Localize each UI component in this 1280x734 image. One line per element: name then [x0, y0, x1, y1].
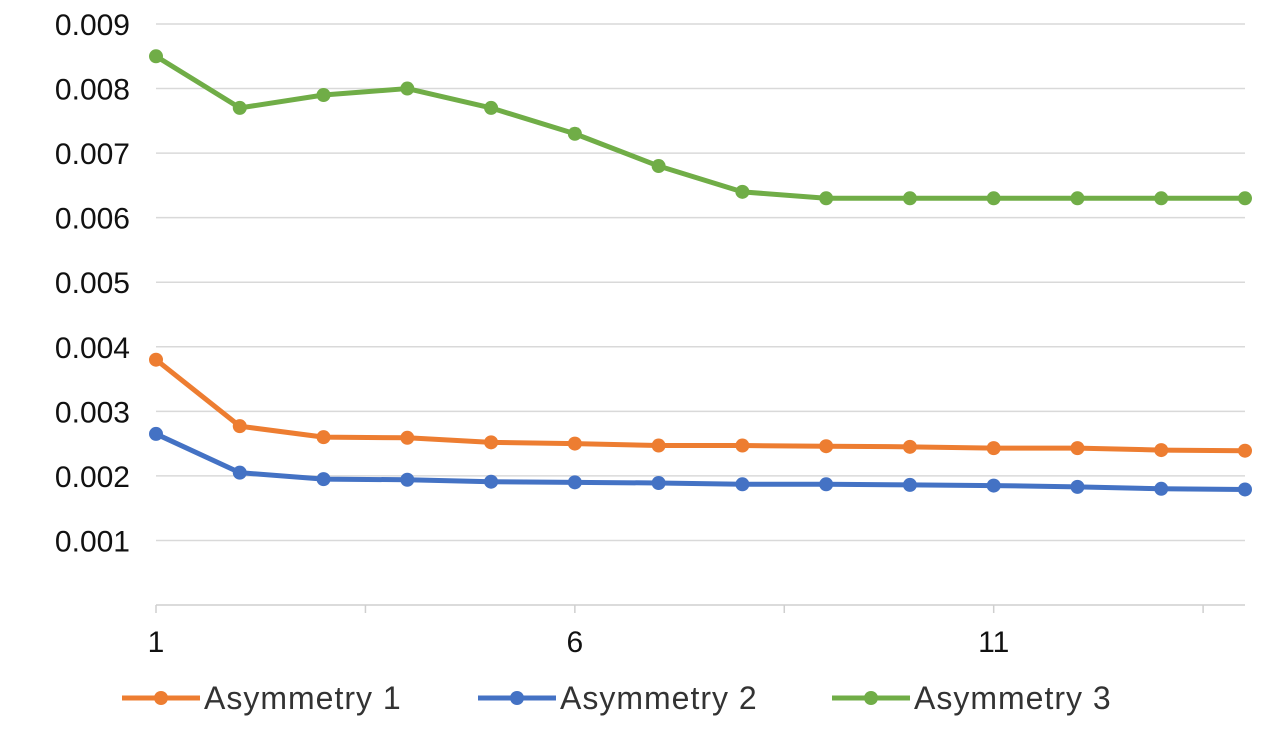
data-point — [484, 474, 499, 489]
data-point — [567, 436, 582, 451]
data-point — [400, 430, 415, 445]
data-point — [400, 472, 415, 487]
y-tick-label: 0.007 — [55, 138, 130, 171]
data-point — [819, 439, 834, 454]
series-line — [154, 357, 1246, 454]
data-point — [316, 430, 331, 445]
x-tick-label: 6 — [567, 626, 584, 659]
data-point — [316, 88, 331, 103]
data-point — [232, 100, 247, 115]
legend-swatch-marker — [864, 691, 878, 705]
x-tick-label: 11 — [978, 626, 1009, 659]
legend-label: Asymmetry 3 — [914, 680, 1112, 716]
data-point — [735, 477, 750, 492]
data-point — [735, 184, 750, 199]
data-point — [902, 439, 917, 454]
data-point — [819, 477, 834, 492]
data-point — [232, 419, 247, 434]
data-point — [651, 475, 666, 490]
data-point — [316, 472, 331, 487]
data-point — [1070, 191, 1085, 206]
series-group — [149, 426, 1252, 497]
legend-label: Asymmetry 2 — [560, 680, 758, 716]
series-line — [154, 431, 1246, 492]
y-axis-tick-labels: 0.001 0.002 0.003 0.004 0.005 0.006 0.007 0.008… — [55, 9, 130, 558]
legend-item: Asymmetry 3 — [832, 680, 1112, 716]
gridlines — [156, 23, 1245, 542]
data-point — [149, 352, 163, 367]
x-tick-label: 1 — [148, 626, 165, 659]
legend-item: Asymmetry 1 — [122, 680, 402, 716]
data-point — [902, 477, 917, 492]
data-point — [567, 475, 582, 490]
legend: Asymmetry 1 Asymmetry 2 Asymmetry 3 — [122, 680, 1112, 716]
y-tick-label: 0.006 — [55, 203, 130, 236]
data-point — [1154, 481, 1169, 496]
data-point — [1154, 443, 1169, 458]
data-point — [1238, 443, 1252, 458]
data-point — [986, 191, 1001, 206]
data-point — [651, 438, 666, 453]
data-point — [400, 81, 415, 96]
data-point — [902, 191, 917, 206]
y-tick-label: 0.005 — [55, 267, 130, 300]
data-point — [1070, 479, 1085, 494]
y-tick-label: 0.008 — [55, 74, 130, 107]
data-point — [986, 441, 1001, 456]
x-axis-tick-labels: 1 6 11 — [148, 626, 1010, 659]
data-point — [651, 159, 666, 174]
series-lines — [149, 49, 1252, 497]
data-point — [484, 100, 499, 115]
data-point — [1238, 482, 1252, 497]
legend-swatch-marker — [510, 691, 524, 705]
series-group — [149, 49, 1252, 206]
legend-swatch-marker — [154, 691, 168, 705]
data-point — [735, 438, 750, 453]
data-point — [567, 126, 582, 141]
legend-label: Asymmetry 1 — [204, 680, 402, 716]
data-point — [149, 426, 163, 441]
data-point — [819, 191, 834, 206]
series-line — [154, 54, 1245, 201]
y-tick-label: 0.004 — [55, 332, 130, 365]
x-axis — [155, 604, 1245, 613]
y-tick-label: 0.009 — [55, 9, 130, 42]
data-point — [1238, 191, 1252, 206]
y-tick-label: 0.002 — [55, 461, 130, 494]
data-point — [232, 465, 247, 480]
data-point — [1070, 441, 1085, 456]
series-group — [149, 352, 1252, 458]
y-tick-label: 0.001 — [55, 525, 130, 558]
y-tick-label: 0.003 — [55, 396, 130, 429]
data-point — [149, 49, 163, 64]
data-point — [484, 435, 499, 450]
data-point — [986, 478, 1001, 493]
legend-item: Asymmetry 2 — [478, 680, 758, 716]
data-point — [1154, 191, 1169, 206]
